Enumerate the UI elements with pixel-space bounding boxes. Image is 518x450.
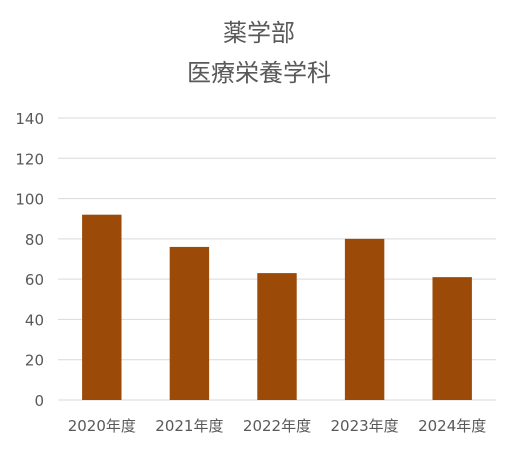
x-tick-label: 2023年度 bbox=[331, 417, 399, 435]
bar bbox=[257, 273, 297, 400]
bar bbox=[82, 214, 122, 400]
y-tick-label: 40 bbox=[25, 311, 44, 329]
y-tick-label: 100 bbox=[15, 191, 44, 209]
x-tick-label: 2021年度 bbox=[155, 417, 223, 435]
y-axis-tick-labels: 0 20 40 60 80 100 120 140 bbox=[15, 110, 44, 410]
x-axis-tick-labels: 2020年度 2021年度 2022年度 2023年度 2024年度 bbox=[68, 417, 487, 435]
x-tick-label: 2024年度 bbox=[418, 417, 486, 435]
y-tick-label: 60 bbox=[25, 271, 44, 289]
bar bbox=[169, 246, 210, 400]
y-tick-label: 80 bbox=[25, 231, 44, 249]
chart-title-line-1: 薬学部 bbox=[223, 19, 295, 47]
x-tick-label: 2020年度 bbox=[68, 417, 136, 435]
y-tick-label: 120 bbox=[15, 150, 44, 168]
x-tick-label: 2022年度 bbox=[243, 417, 311, 435]
chart-title-line-2: 医療栄養学科 bbox=[187, 59, 331, 87]
y-tick-label: 20 bbox=[25, 352, 44, 370]
bar bbox=[344, 238, 385, 400]
y-tick-label: 0 bbox=[34, 392, 44, 410]
bar bbox=[432, 277, 472, 400]
bars bbox=[82, 214, 472, 400]
y-tick-label: 140 bbox=[15, 110, 44, 128]
